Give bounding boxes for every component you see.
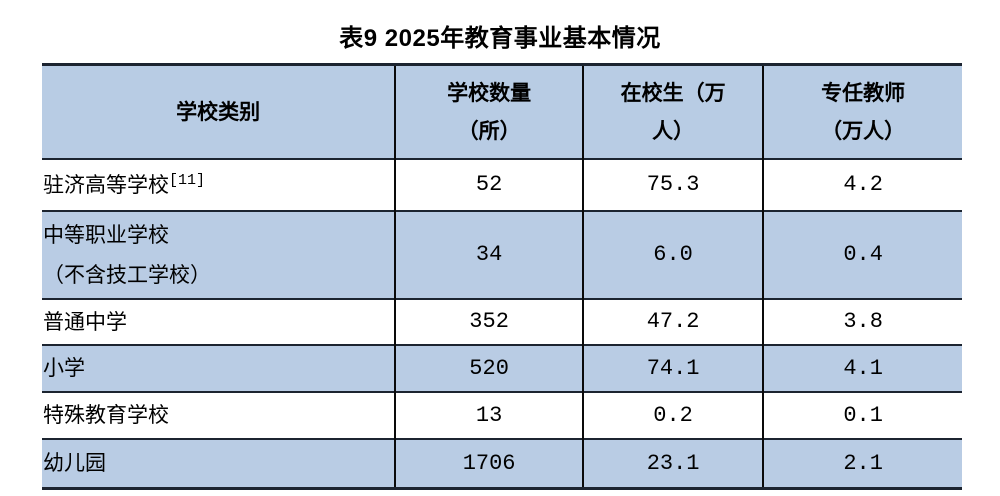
row-label: 幼儿园 [42,437,396,489]
teachers-value: 4.1 [762,343,962,392]
school-count-value: 1706 [394,437,583,489]
table-title: 表9 2025年教育事业基本情况 [339,25,661,52]
row-label-text: 特殊教育学校 [43,403,169,427]
students-value: 0.2 [581,390,764,439]
col-header-school-category: 学校类别 [42,63,396,159]
col-header-fulltime-teachers: 专任教师 （万人） [762,63,962,159]
teachers-value: 2.1 [762,437,962,489]
school-count-value: 13 [394,390,583,439]
row-label-text: 普通中学 [43,309,127,334]
students-value: 74.1 [581,343,764,392]
col-header-enrolled-students: 在校生（万 人） [581,63,764,159]
teachers-value: 0.1 [762,390,962,439]
row-label: 特殊教育学校 [42,390,396,439]
table-row-primary-school: 小学 520 74.1 4.1 [42,343,962,392]
school-count-value: 352 [394,297,583,345]
row-label: 普通中学 [42,297,396,345]
students-value: 6.0 [581,209,764,299]
table-row-kindergarten: 幼儿园 1706 23.1 2.1 [42,437,962,489]
row-label-text: 幼儿园 [43,451,106,476]
teachers-value: 4.2 [762,157,962,211]
teachers-value: 0.4 [762,209,962,299]
table-row-secondary-vocational: 中等职业学校 （不含技工学校） 34 6.0 0.4 [42,209,962,299]
row-label-text: 中等职业学校 （不含技工学校） [43,222,211,287]
col-header-school-count: 学校数量 （所） [394,63,583,159]
school-count-value: 520 [394,343,583,392]
school-count-value: 52 [394,157,583,211]
row-label-text: 小学 [43,356,85,380]
table-row-higher-education: 驻济高等学校[11] 52 75.3 4.2 [42,157,962,211]
students-value: 47.2 [581,297,764,345]
row-label: 中等职业学校 （不含技工学校） [42,209,396,299]
students-value: 75.3 [581,157,764,211]
header-row: 学校类别 学校数量 （所） 在校生（万 人） 专任教师 （万人） [42,63,962,159]
teachers-value: 3.8 [762,297,962,345]
row-label-text: 驻济高等学校 [43,172,169,197]
school-count-value: 34 [394,209,583,299]
students-value: 23.1 [581,437,764,489]
table-row-special-education: 特殊教育学校 13 0.2 0.1 [42,390,962,439]
row-label: 小学 [42,343,396,392]
row-label: 驻济高等学校[11] [42,157,396,211]
footnote-marker: [11] [169,171,206,189]
table-row-regular-middle-school: 普通中学 352 47.2 3.8 [42,297,962,345]
education-stats-table: 学校类别 学校数量 （所） 在校生（万 人） 专任教师 （万人） 驻济高等学校[… [42,63,962,490]
